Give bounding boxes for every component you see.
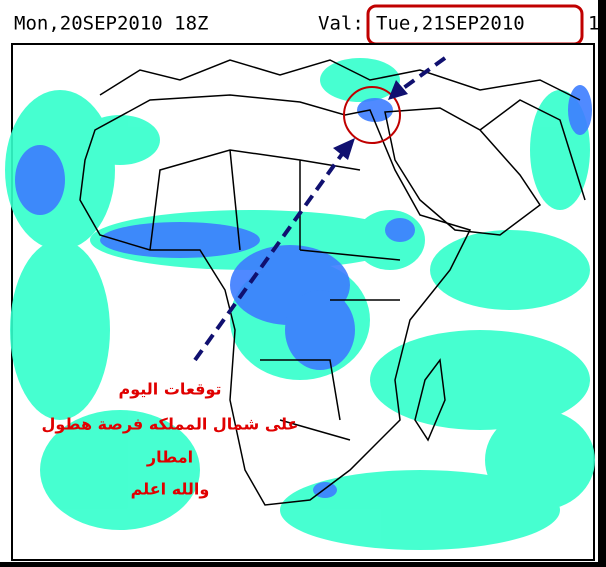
init-time: Mon,20SEP2010 18Z [14, 13, 208, 35]
highlight-circle [343, 86, 401, 144]
map-area [5, 43, 595, 561]
annotation-line: امطار [146, 448, 193, 467]
arrow [396, 56, 447, 94]
arrow-head [388, 80, 408, 100]
annotation-line: على شمال المملكه فرصة هطول [42, 415, 299, 434]
arrow-head [333, 138, 355, 160]
annotation-line: والله اعلم [131, 480, 210, 499]
coastlines [79, 59, 586, 506]
valid-label: Val: [318, 13, 364, 35]
arrow [193, 148, 347, 362]
valid-hour: 1 [588, 13, 599, 35]
annotation-line: توقعات اليوم [119, 380, 222, 399]
valid-time: Tue,21SEP2010 [376, 13, 525, 35]
